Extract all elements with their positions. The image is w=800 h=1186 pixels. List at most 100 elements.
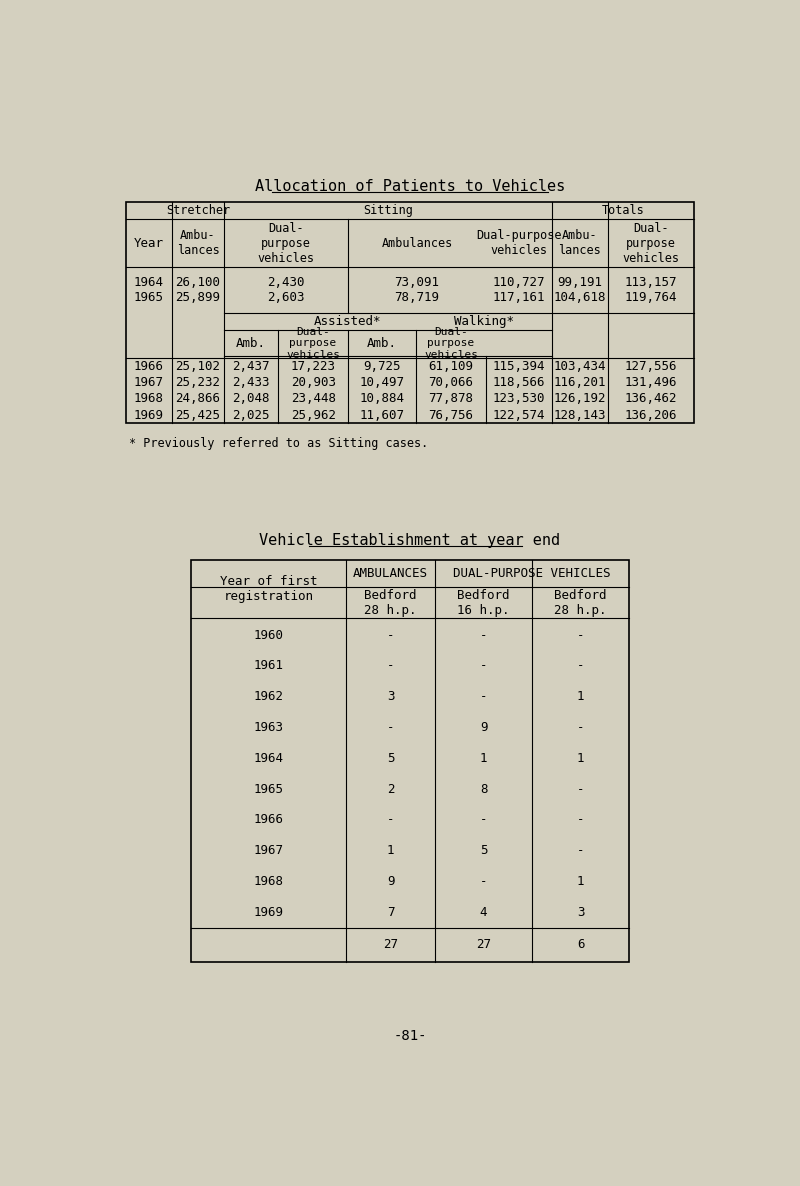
Text: -: -	[387, 814, 394, 827]
Text: 119,764: 119,764	[625, 292, 678, 305]
Text: Dual-
purpose
vehicles: Dual- purpose vehicles	[258, 222, 314, 264]
Text: Ambu-
lances: Ambu- lances	[177, 229, 219, 257]
Text: 9,725: 9,725	[363, 359, 401, 372]
Text: Dual-
purpose
vehicles: Dual- purpose vehicles	[622, 222, 679, 264]
Text: Year of first
registration: Year of first registration	[220, 575, 318, 602]
Text: 6: 6	[577, 938, 584, 951]
Text: -: -	[387, 659, 394, 672]
Text: 117,161: 117,161	[493, 292, 545, 305]
Text: Vehicle Establishment at year end: Vehicle Establishment at year end	[259, 534, 561, 548]
Text: 136,206: 136,206	[625, 409, 678, 422]
Text: -: -	[387, 629, 394, 642]
Text: 131,496: 131,496	[625, 376, 678, 389]
Text: -: -	[577, 844, 584, 857]
Text: -: -	[480, 690, 487, 703]
Text: 1966: 1966	[134, 359, 164, 372]
Text: Amb.: Amb.	[236, 337, 266, 350]
Text: 1960: 1960	[254, 629, 284, 642]
Text: 2,430: 2,430	[267, 276, 305, 289]
Text: 103,434: 103,434	[554, 359, 606, 372]
Text: 17,223: 17,223	[290, 359, 336, 372]
Text: 2: 2	[387, 783, 394, 796]
Text: 2,433: 2,433	[232, 376, 270, 389]
Text: -: -	[577, 659, 584, 672]
Text: 70,066: 70,066	[429, 376, 474, 389]
Text: 110,727: 110,727	[493, 276, 545, 289]
Text: DUAL-PURPOSE VEHICLES: DUAL-PURPOSE VEHICLES	[453, 567, 610, 580]
Text: Stretcher: Stretcher	[166, 204, 230, 217]
Text: 2,048: 2,048	[232, 393, 270, 406]
Text: Amb.: Amb.	[367, 337, 397, 350]
Text: 5: 5	[387, 752, 394, 765]
Text: -: -	[387, 721, 394, 734]
Text: -81-: -81-	[394, 1029, 426, 1044]
Text: -: -	[480, 629, 487, 642]
Text: 27: 27	[476, 938, 491, 951]
Text: 1964: 1964	[254, 752, 284, 765]
Text: 25,962: 25,962	[290, 409, 336, 422]
Text: 1: 1	[577, 752, 584, 765]
Text: Dual-
purpose
vehicles: Dual- purpose vehicles	[286, 326, 340, 359]
Text: 10,497: 10,497	[360, 376, 405, 389]
Text: 27: 27	[383, 938, 398, 951]
Text: 4: 4	[480, 906, 487, 919]
Text: Sitting: Sitting	[363, 204, 413, 217]
Text: 127,556: 127,556	[625, 359, 678, 372]
Text: Bedford
16 h.p.: Bedford 16 h.p.	[458, 588, 510, 617]
Text: Assisted*: Assisted*	[314, 315, 381, 329]
Text: 61,109: 61,109	[429, 359, 474, 372]
Text: 3: 3	[387, 690, 394, 703]
Text: 7: 7	[387, 906, 394, 919]
Text: 1: 1	[577, 690, 584, 703]
Text: 1967: 1967	[254, 844, 284, 857]
Text: 20,903: 20,903	[290, 376, 336, 389]
Text: 126,192: 126,192	[554, 393, 606, 406]
Text: 25,425: 25,425	[175, 409, 221, 422]
Text: Bedford
28 h.p.: Bedford 28 h.p.	[554, 588, 606, 617]
Text: 77,878: 77,878	[429, 393, 474, 406]
Text: 104,618: 104,618	[554, 292, 606, 305]
Text: 116,201: 116,201	[554, 376, 606, 389]
Text: 3: 3	[577, 906, 584, 919]
Text: 1965: 1965	[134, 292, 164, 305]
Text: Dual-
purpose
vehicles: Dual- purpose vehicles	[424, 326, 478, 359]
Text: 23,448: 23,448	[290, 393, 336, 406]
Text: 136,462: 136,462	[625, 393, 678, 406]
Text: Allocation of Patients to Vehicles: Allocation of Patients to Vehicles	[255, 179, 565, 195]
Text: 1963: 1963	[254, 721, 284, 734]
Text: 24,866: 24,866	[175, 393, 221, 406]
Text: 1: 1	[387, 844, 394, 857]
Text: Dual-purpose
vehicles: Dual-purpose vehicles	[476, 229, 562, 257]
Text: AMBULANCES: AMBULANCES	[353, 567, 428, 580]
Text: 1: 1	[480, 752, 487, 765]
Text: * Previously referred to as Sitting cases.: * Previously referred to as Sitting case…	[130, 438, 429, 451]
Text: 26,100: 26,100	[175, 276, 221, 289]
Text: 1964: 1964	[134, 276, 164, 289]
Bar	[126, 203, 694, 423]
Text: 1966: 1966	[254, 814, 284, 827]
Text: 123,530: 123,530	[493, 393, 545, 406]
Text: Walking*: Walking*	[454, 315, 514, 329]
Text: 1: 1	[577, 875, 584, 888]
Text: -: -	[480, 875, 487, 888]
Text: 2,025: 2,025	[232, 409, 270, 422]
Text: Bedford
28 h.p.: Bedford 28 h.p.	[364, 588, 417, 617]
Text: Year: Year	[134, 237, 164, 250]
Text: 73,091: 73,091	[394, 276, 439, 289]
Text: 1967: 1967	[134, 376, 164, 389]
Text: 78,719: 78,719	[394, 292, 439, 305]
Text: 113,157: 113,157	[625, 276, 678, 289]
Text: -: -	[480, 659, 487, 672]
Text: Ambu-
lances: Ambu- lances	[558, 229, 601, 257]
Text: 8: 8	[480, 783, 487, 796]
Text: 25,232: 25,232	[175, 376, 221, 389]
Text: 25,899: 25,899	[175, 292, 221, 305]
Text: 5: 5	[480, 844, 487, 857]
Text: 10,884: 10,884	[360, 393, 405, 406]
Text: 1962: 1962	[254, 690, 284, 703]
Bar	[191, 560, 629, 962]
Text: 1969: 1969	[254, 906, 284, 919]
Text: 25,102: 25,102	[175, 359, 221, 372]
Text: 9: 9	[387, 875, 394, 888]
Text: 11,607: 11,607	[360, 409, 405, 422]
